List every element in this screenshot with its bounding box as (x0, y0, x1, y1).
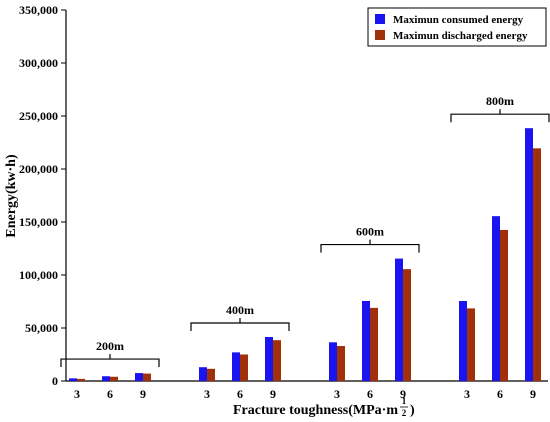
group-bracket (60, 358, 160, 368)
bar-discharged (273, 340, 281, 381)
bar-discharged (467, 308, 475, 381)
group-bracket (450, 113, 550, 123)
bar-consumed (102, 376, 110, 381)
bar-consumed (265, 337, 273, 381)
y-tick-label: 100,000 (19, 268, 58, 282)
bar-discharged (77, 378, 85, 381)
bar-discharged (207, 368, 215, 381)
bars (69, 128, 541, 381)
x-tick-label: 3 (74, 387, 80, 401)
x-tick-label: 6 (237, 387, 243, 401)
y-tick-label: 50,000 (25, 321, 58, 335)
bar-discharged (370, 307, 378, 381)
group-label: 400m (226, 303, 254, 317)
bar-consumed (395, 258, 403, 381)
bar-consumed (459, 300, 467, 381)
x-axis-title-main: Fracture toughness(MPa·m (233, 403, 398, 418)
bar-discharged (500, 229, 508, 381)
bar-consumed (362, 300, 370, 381)
x-tick-label: 6 (367, 387, 373, 401)
group-bracket (320, 243, 420, 253)
y-axis-title: Energy(kw·h) (4, 154, 19, 238)
x-tick-label: 6 (497, 387, 503, 401)
legend-label-discharged: Maximun discharged energy (393, 30, 528, 42)
bar-discharged (403, 269, 411, 381)
bar-consumed (135, 373, 143, 381)
y-tick-label: 350,000 (19, 3, 58, 17)
x-axis-title: Fracture toughness(MPa·m 1 2 ) (233, 396, 415, 418)
bar-consumed (329, 342, 337, 381)
bar-consumed (492, 216, 500, 381)
y-tick-label: 150,000 (19, 215, 58, 229)
y-tick-label: 0 (52, 374, 58, 388)
bar-discharged (143, 373, 151, 381)
legend-label-consumed: Maximun consumed energy (393, 14, 524, 26)
bar-discharged (533, 148, 541, 381)
x-axis-title-close: ) (410, 403, 415, 418)
group-label: 200m (96, 339, 124, 353)
bar-discharged (337, 346, 345, 381)
y-tick-label: 250,000 (19, 109, 58, 123)
x-tick-label: 3 (204, 387, 210, 401)
bar-consumed (69, 378, 77, 381)
x-tick-label: 9 (400, 387, 406, 401)
bar-discharged (110, 376, 118, 381)
legend-swatch-consumed (375, 14, 385, 24)
x-tick-label: 9 (530, 387, 536, 401)
x-axis-title-exp-den: 2 (402, 408, 407, 418)
group-label: 600m (356, 225, 384, 239)
legend: Maximun consumed energy Maximun discharg… (367, 7, 547, 47)
group-label: 800m (486, 94, 514, 108)
x-tick-label: 6 (107, 387, 113, 401)
y-ticks: 0 50,000 100,000 150,000 200,000 250,000 300,0… (19, 3, 66, 388)
legend-box (367, 7, 547, 47)
x-tick-label: 9 (140, 387, 146, 401)
x-axis-title-exp-num: 1 (402, 396, 407, 406)
x-tick-label: 3 (334, 387, 340, 401)
legend-swatch-discharged (375, 30, 385, 40)
x-tick-label: 3 (464, 387, 470, 401)
bar-discharged (240, 354, 248, 381)
group-labels: 200m 400m 600m 800m (60, 94, 550, 368)
y-tick-label: 200,000 (19, 162, 58, 176)
bar-consumed (199, 367, 207, 381)
x-tick-labels: 3 6 9 3 6 9 3 6 9 3 6 9 (74, 387, 536, 401)
group-bracket (190, 322, 290, 332)
bar-consumed (232, 352, 240, 381)
y-tick-label: 300,000 (19, 56, 58, 70)
x-tick-label: 9 (270, 387, 276, 401)
bar-consumed (525, 128, 533, 381)
